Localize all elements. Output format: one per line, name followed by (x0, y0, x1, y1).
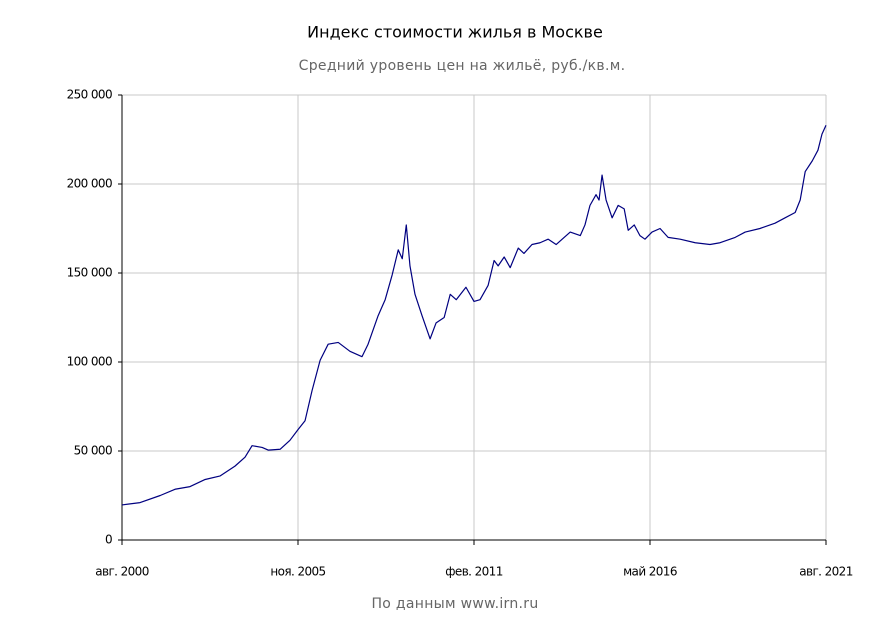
y-tick-label: 200 000 (67, 177, 112, 191)
y-tick-label: 100 000 (67, 355, 112, 369)
x-tick-label: авг. 2021 (799, 565, 853, 579)
chart-title: Индекс стоимости жилья в Москве (307, 23, 603, 42)
y-tick-label: 0 (105, 533, 112, 547)
chart-subtitle: Средний уровень цен на жильё, руб./кв.м. (299, 58, 626, 74)
y-tick-label: 50 000 (74, 444, 112, 458)
x-tick-label: ноя. 2005 (270, 565, 325, 579)
x-tick-label: май 2016 (623, 565, 677, 579)
source-note: По данным www.irn.ru (371, 596, 538, 612)
data-line (121, 125, 827, 506)
x-tick-label: авг. 2000 (95, 565, 149, 579)
x-tick-label: фев. 2011 (445, 565, 502, 579)
y-tick-label: 150 000 (67, 266, 112, 280)
y-tick-label: 250 000 (67, 88, 112, 102)
